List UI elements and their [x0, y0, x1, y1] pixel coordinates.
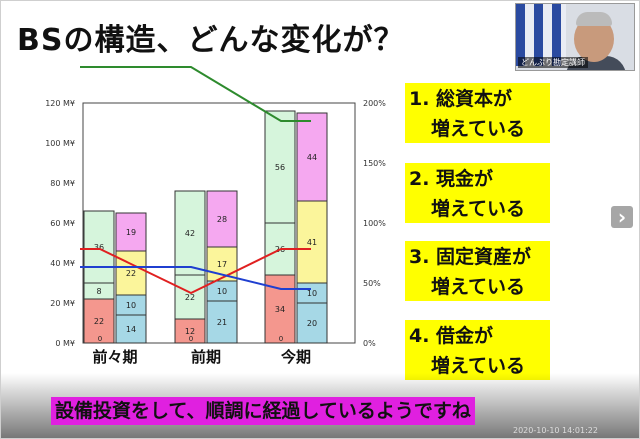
point-2-line2: 増えている — [431, 198, 526, 220]
liabilities-bar-segment — [296, 112, 328, 202]
bs-chart: 0 M¥ 20 M¥ 40 M¥ 60 M¥ 80 M¥ 100 M¥ 120 M¥ 0% 50… — [45, 66, 386, 366]
y2-tick-label: 200% — [363, 99, 386, 108]
webcam-name-label: どんぶり勘定講師 — [518, 57, 588, 68]
liabilities-data-label: 10 — [307, 289, 317, 298]
assets-data-label: 8 — [96, 287, 101, 296]
category-label: 今期 — [280, 348, 311, 366]
chart-lines — [80, 66, 311, 294]
point-2: 2. 現金が 増えている — [405, 163, 553, 223]
y2-tick-label: 150% — [363, 159, 386, 168]
assets-data-label: 22 — [185, 293, 195, 302]
y2-tick-label: 100% — [363, 219, 386, 228]
liabilities-data-label: 41 — [307, 238, 317, 247]
y2-tick-label: 50% — [363, 279, 381, 288]
point-3-line1: 3. 固定資産が — [409, 246, 532, 268]
point-2-line1: 2. 現金が — [409, 168, 494, 190]
point-1-line2: 増えている — [431, 118, 526, 140]
assets-bar-segment — [83, 210, 115, 284]
slide-title: BSの構造、どんな変化が？ — [17, 23, 405, 58]
point-1-line1: 1. 総資本が — [409, 88, 513, 110]
blue-series-line — [80, 266, 311, 290]
zero-data-label: 0 — [279, 335, 283, 343]
liabilities-data-label: 19 — [126, 228, 136, 237]
liabilities-data-label: 10 — [217, 287, 227, 296]
y-tick-label: 20 M¥ — [50, 299, 75, 308]
webcam-video: どんぶり勘定講師 — [515, 3, 635, 71]
liabilities-data-label: 20 — [307, 319, 317, 328]
point-1-highlight — [405, 83, 550, 143]
next-slide-chevron-icon[interactable]: › — [611, 206, 633, 228]
y-tick-label: 40 M¥ — [50, 259, 75, 268]
zero-data-label: 0 — [98, 335, 102, 343]
y2-tick-label: 0% — [363, 339, 376, 348]
assets-data-label: 12 — [185, 327, 195, 336]
assets-data-label: 22 — [94, 317, 104, 326]
assets-data-label: 56 — [275, 163, 285, 172]
webcam-presenter-hair — [576, 12, 612, 26]
red-series-line — [80, 248, 311, 294]
liabilities-data-label: 21 — [217, 318, 227, 327]
category-label: 前期 — [191, 348, 221, 366]
green-series-line — [80, 66, 311, 122]
liabilities-data-label: 44 — [307, 153, 317, 162]
point-3: 3. 固定資産が 増えている — [405, 241, 553, 301]
liabilities-data-label: 22 — [126, 269, 136, 278]
y-tick-label: 80 M¥ — [50, 179, 75, 188]
point-2-highlight — [405, 163, 550, 223]
liabilities-data-label: 14 — [126, 325, 136, 334]
chart-bars: 2283612224234265614102219211017282010414… — [83, 110, 328, 344]
liabilities-data-label: 17 — [217, 260, 227, 269]
zero-data-label: 0 — [189, 335, 193, 343]
point-1: 1. 総資本が 増えている — [405, 83, 553, 143]
chart-categories: 前々期 前期 今期 — [92, 348, 311, 366]
webcam-background-banner — [516, 4, 566, 66]
point-3-highlight — [405, 241, 550, 301]
point-4-highlight — [405, 320, 550, 380]
assets-bar-segment — [264, 110, 296, 224]
assets-data-label: 34 — [275, 305, 285, 314]
assets-bar-segment — [174, 190, 206, 276]
liabilities-data-label: 28 — [217, 215, 227, 224]
recording-timestamp: 2020-10-10 14:01:22 — [513, 426, 598, 435]
category-label: 前々期 — [92, 348, 137, 366]
liabilities-data-label: 10 — [126, 301, 136, 310]
point-3-line2: 増えている — [431, 276, 526, 298]
liabilities-bar-segment — [206, 300, 238, 344]
y-tick-label: 100 M¥ — [45, 139, 75, 148]
y-tick-label: 0 M¥ — [55, 339, 75, 348]
y-tick-label: 60 M¥ — [50, 219, 75, 228]
assets-data-label: 42 — [185, 229, 195, 238]
y-tick-label: 120 M¥ — [45, 99, 75, 108]
point-4-line1: 4. 借金が — [409, 325, 494, 347]
assets-data-label: 36 — [94, 243, 104, 252]
liabilities-bar-segment — [115, 212, 147, 252]
point-4: 4. 借金が 増えている — [405, 320, 553, 380]
liabilities-bar-segment — [206, 190, 238, 248]
caption-subtitle: 設備投資をして、順調に経過しているようですね — [51, 397, 475, 425]
point-4-line2: 増えている — [431, 355, 526, 377]
assets-bar-segment — [83, 298, 115, 344]
chart-axes: 0 M¥ 20 M¥ 40 M¥ 60 M¥ 80 M¥ 100 M¥ 120 M¥ 0% 50… — [45, 99, 386, 348]
